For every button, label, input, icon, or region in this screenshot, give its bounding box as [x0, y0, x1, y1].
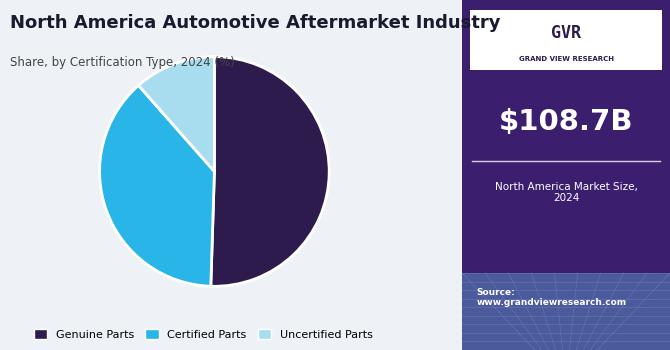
Wedge shape	[139, 57, 214, 172]
Wedge shape	[100, 85, 214, 286]
Text: $108.7B: $108.7B	[498, 108, 633, 136]
Text: North America Market Size,
2024: North America Market Size, 2024	[494, 182, 637, 203]
Legend: Genuine Parts, Certified Parts, Uncertified Parts: Genuine Parts, Certified Parts, Uncertif…	[29, 325, 377, 344]
Text: North America Automotive Aftermarket Industry: North America Automotive Aftermarket Ind…	[10, 14, 500, 32]
Text: GRAND VIEW RESEARCH: GRAND VIEW RESEARCH	[519, 56, 614, 62]
Text: GVR: GVR	[551, 24, 581, 42]
Text: Share, by Certification Type, 2024 (%): Share, by Certification Type, 2024 (%)	[10, 56, 234, 69]
Wedge shape	[211, 57, 329, 286]
Text: Source:
www.grandviewresearch.com: Source: www.grandviewresearch.com	[476, 288, 626, 307]
Bar	[470, 10, 662, 70]
Bar	[462, 273, 670, 350]
